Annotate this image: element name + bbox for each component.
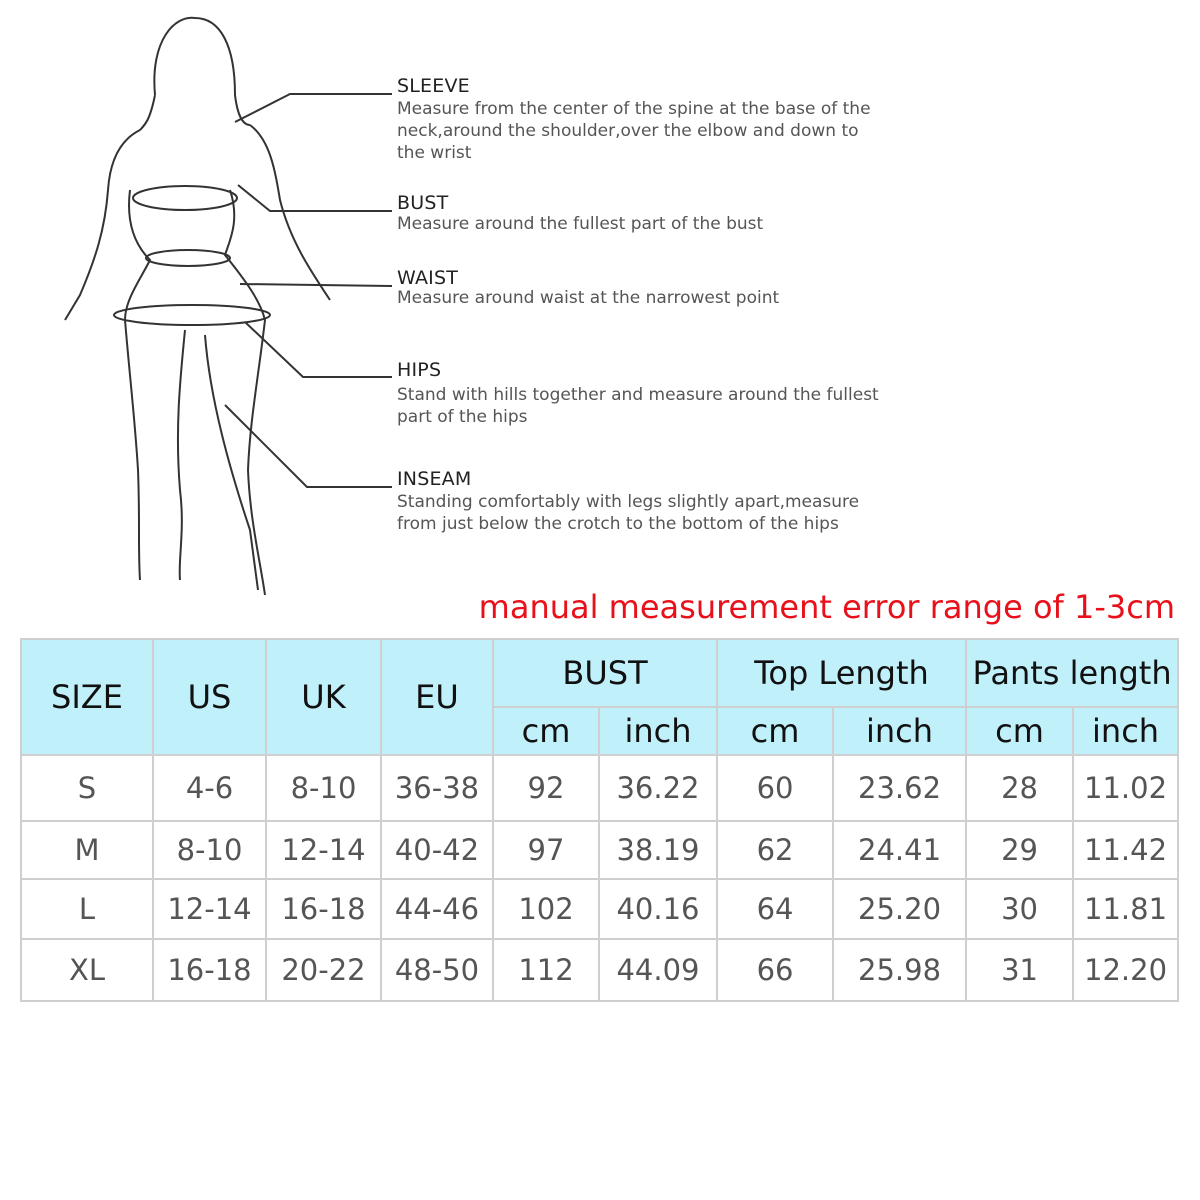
header-bust: BUST bbox=[491, 638, 719, 708]
table-cell: 66 bbox=[716, 938, 835, 1002]
desc-line: part of the hips bbox=[397, 407, 528, 427]
desc-line: neck,around the shoulder,over the elbow … bbox=[397, 121, 859, 141]
hair-outline bbox=[139, 16, 251, 131]
inseam-desc: Standing comfortably with legs slightly … bbox=[397, 491, 917, 535]
measurement-error-note: manual measurement error range of 1-3cm bbox=[478, 588, 1175, 626]
header-top-length: Top Length bbox=[716, 638, 968, 708]
header-pants-length: Pants length bbox=[965, 638, 1180, 708]
table-cell: 12-14 bbox=[265, 820, 382, 880]
table-cell: 16-18 bbox=[152, 938, 267, 1002]
header-us: US bbox=[152, 638, 267, 756]
body-outline-right bbox=[223, 124, 331, 596]
hips-desc: Stand with hills together and measure ar… bbox=[397, 384, 917, 428]
hips-leader bbox=[244, 321, 392, 378]
table-cell: 11.02 bbox=[1072, 754, 1180, 822]
table-cell: 28 bbox=[965, 754, 1075, 822]
table-cell: 29 bbox=[965, 820, 1075, 880]
inseam-title: INSEAM bbox=[397, 468, 472, 490]
desc-line: Stand with hills together and measure ar… bbox=[397, 385, 879, 405]
table-cell: 36-38 bbox=[380, 754, 494, 822]
header-eu: EU bbox=[380, 638, 494, 756]
body-outline-left bbox=[64, 129, 152, 581]
waist-title: WAIST bbox=[397, 267, 459, 289]
table-cell: 4-6 bbox=[152, 754, 267, 822]
table-cell: 60 bbox=[716, 754, 835, 822]
desc-line: Measure from the center of the spine at … bbox=[397, 99, 871, 119]
table-cell: 25.98 bbox=[832, 938, 968, 1002]
header-top-inch: inch bbox=[832, 706, 968, 756]
table-cell: 24.41 bbox=[832, 820, 968, 880]
table-cell: 92 bbox=[492, 754, 600, 822]
desc-line: Standing comfortably with legs slightly … bbox=[397, 492, 860, 512]
header-pants-inch: inch bbox=[1072, 706, 1180, 756]
size-table: SIZE US UK EU BUST Top Length Pants leng… bbox=[20, 638, 1180, 1002]
header-uk: UK bbox=[265, 638, 382, 756]
header-size: SIZE bbox=[20, 638, 154, 756]
desc-line: the wrist bbox=[397, 143, 472, 163]
body-figure-illustration bbox=[64, 16, 393, 596]
table-cell: S bbox=[20, 754, 154, 822]
table-row: M 8-10 12-14 40-42 97 38.19 62 24.41 29 11.42 bbox=[20, 820, 1180, 880]
table-cell: 20-22 bbox=[265, 938, 382, 1002]
table-cell: 16-18 bbox=[265, 878, 382, 940]
table-cell: 8-10 bbox=[152, 820, 267, 880]
bust-leader bbox=[237, 184, 392, 212]
table-cell: 62 bbox=[716, 820, 835, 880]
table-cell: 97 bbox=[492, 820, 600, 880]
header-bust-inch: inch bbox=[597, 706, 719, 756]
table-cell: 38.19 bbox=[597, 820, 719, 880]
waist-line bbox=[145, 249, 231, 267]
table-cell: 64 bbox=[716, 878, 835, 940]
table-cell: 11.81 bbox=[1072, 878, 1180, 940]
table-cell: 25.20 bbox=[832, 878, 968, 940]
header-bust-cm: cm bbox=[492, 706, 600, 756]
inner-leg bbox=[176, 329, 259, 591]
table-cell: 12-14 bbox=[152, 878, 267, 940]
table-cell: 112 bbox=[492, 938, 600, 1002]
table-cell: 36.22 bbox=[597, 754, 719, 822]
hips-title: HIPS bbox=[397, 359, 442, 381]
sleeve-desc: Measure from the center of the spine at … bbox=[397, 98, 917, 164]
hips-line bbox=[113, 304, 271, 326]
inseam-leader bbox=[224, 404, 392, 488]
desc-line: Measure around the fullest part of the b… bbox=[397, 214, 764, 234]
waist-leader bbox=[239, 283, 393, 287]
header-top-cm: cm bbox=[716, 706, 835, 756]
sleeve-title: SLEEVE bbox=[397, 75, 470, 97]
desc-line: Measure around waist at the narrowest po… bbox=[397, 288, 780, 308]
table-row: S 4-6 8-10 36-38 92 36.22 60 23.62 28 11.02 bbox=[20, 754, 1180, 822]
table-cell: 23.62 bbox=[832, 754, 968, 822]
waist-desc: Measure around waist at the narrowest po… bbox=[397, 287, 917, 309]
table-row: L 12-14 16-18 44-46 102 40.16 64 25.20 30 11.81 bbox=[20, 878, 1180, 940]
table-cell: M bbox=[20, 820, 154, 880]
table-row: XL 16-18 20-22 48-50 112 44.09 66 25.98 31 12.20 bbox=[20, 938, 1180, 1002]
table-cell: 44.09 bbox=[597, 938, 719, 1002]
table-cell: 40.16 bbox=[597, 878, 719, 940]
table-cell: 48-50 bbox=[380, 938, 494, 1002]
table-cell: 102 bbox=[492, 878, 600, 940]
table-cell: 8-10 bbox=[265, 754, 382, 822]
sleeve-leader bbox=[234, 93, 392, 123]
table-cell: 40-42 bbox=[380, 820, 494, 880]
bust-line bbox=[132, 185, 238, 211]
table-cell: 31 bbox=[965, 938, 1075, 1002]
bust-title: BUST bbox=[397, 192, 449, 214]
bust-desc: Measure around the fullest part of the b… bbox=[397, 213, 917, 235]
desc-line: from just below the crotch to the bottom… bbox=[397, 514, 839, 534]
table-cell: 12.20 bbox=[1072, 938, 1180, 1002]
table-cell: 11.42 bbox=[1072, 820, 1180, 880]
table-cell: L bbox=[20, 878, 154, 940]
table-cell: XL bbox=[20, 938, 154, 1002]
table-cell: 30 bbox=[965, 878, 1075, 940]
table-cell: 44-46 bbox=[380, 878, 494, 940]
header-pants-cm: cm bbox=[965, 706, 1075, 756]
